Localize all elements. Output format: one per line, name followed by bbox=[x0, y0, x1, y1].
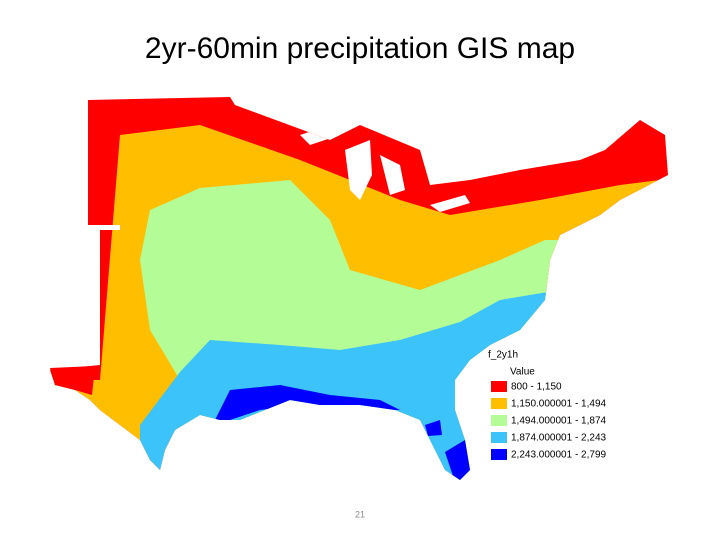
legend-swatch bbox=[491, 398, 507, 409]
lake bbox=[430, 195, 470, 212]
lake bbox=[345, 140, 372, 200]
legend-label: 1,874.000001 - 2,243 bbox=[511, 433, 607, 444]
legend-swatch bbox=[491, 381, 507, 392]
legend: f_2y1h Value 800 - 1,150 1,150.000001 - 1… bbox=[488, 350, 607, 461]
legend-swatch bbox=[491, 432, 507, 443]
zone-5 bbox=[445, 440, 472, 480]
legend-label: 800 - 1,150 bbox=[511, 382, 562, 393]
zone-5 bbox=[425, 420, 442, 436]
legend-title: f_2y1h bbox=[488, 350, 518, 361]
legend-swatch bbox=[491, 449, 507, 460]
zone-1 bbox=[50, 366, 95, 395]
lake bbox=[380, 155, 405, 195]
legend-label: 1,494.000001 - 1,874 bbox=[511, 416, 607, 427]
zone-5 bbox=[215, 385, 400, 420]
legend-label: 1,150.000001 - 1,494 bbox=[511, 399, 607, 410]
page-number: 21 bbox=[355, 509, 365, 519]
legend-subtitle: Value bbox=[510, 367, 535, 378]
legend-label: 2,243.000001 - 2,799 bbox=[511, 450, 607, 461]
map bbox=[50, 97, 668, 480]
legend-swatch bbox=[491, 415, 507, 426]
slide-title: 2yr-60min precipitation GIS map bbox=[145, 32, 575, 65]
